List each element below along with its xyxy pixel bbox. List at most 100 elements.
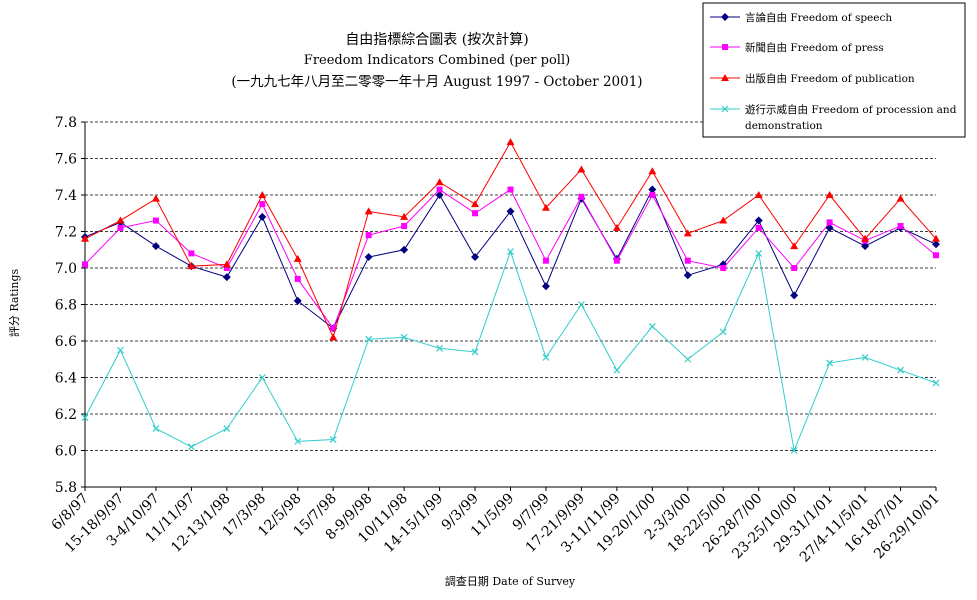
- y-tick-label: 6.4: [55, 371, 77, 387]
- data-point-speech: [364, 253, 373, 262]
- data-point-procession: [684, 355, 692, 363]
- data-point-publication: [81, 234, 89, 242]
- series-publication: [81, 138, 940, 341]
- data-point-publication: [222, 260, 231, 268]
- data-point-procession: [152, 425, 160, 433]
- data-point-speech: [754, 216, 763, 225]
- data-point-procession: [400, 333, 408, 341]
- data-point-press: [791, 265, 798, 271]
- y-tick-label: 7.0: [55, 261, 77, 277]
- y-tick-label: 7.2: [55, 225, 77, 241]
- data-point-publication: [577, 165, 586, 173]
- data-point-speech: [471, 253, 480, 262]
- data-point-speech: [151, 242, 160, 251]
- data-point-press: [649, 192, 656, 198]
- data-point-procession: [436, 344, 444, 352]
- data-point-publication: [506, 138, 515, 146]
- data-point-procession: [294, 437, 302, 445]
- data-point-publication: [364, 207, 373, 215]
- data-point-procession: [542, 354, 550, 361]
- data-point-speech: [790, 291, 799, 300]
- data-point-procession: [223, 425, 231, 433]
- data-point-publication: [293, 254, 302, 262]
- x-axis-ticks: 6/8/9715-18/9/973-4/10/9711/11/9712-13/1…: [49, 487, 943, 566]
- data-point-speech: [932, 240, 940, 249]
- data-point-speech: [825, 223, 834, 232]
- series-layer: [81, 138, 940, 454]
- data-point-publication: [258, 191, 267, 198]
- data-point-publication: [790, 242, 799, 250]
- data-point-procession: [117, 346, 124, 354]
- data-point-publication: [754, 191, 763, 198]
- data-point-speech: [541, 282, 550, 291]
- data-point-press: [542, 257, 549, 264]
- data-point-speech: [861, 242, 870, 251]
- data-point-press: [152, 217, 159, 224]
- data-point-procession: [187, 443, 195, 451]
- data-point-publication: [825, 191, 834, 198]
- data-point-procession: [365, 335, 373, 343]
- data-point-procession: [755, 249, 763, 257]
- series-line-publication: [84, 141, 937, 339]
- data-point-speech: [258, 212, 267, 221]
- data-point-publication: [719, 216, 728, 224]
- data-point-publication: [329, 333, 338, 341]
- y-tick-label: 6.2: [55, 407, 77, 423]
- data-point-speech: [435, 191, 444, 199]
- series-procession: [81, 248, 940, 454]
- legend-swatch-marker: [721, 13, 729, 21]
- data-point-press: [436, 186, 443, 193]
- data-point-press: [826, 219, 833, 226]
- x-axis-title: 調查日期 Date of Survey: [445, 574, 576, 588]
- data-point-procession: [329, 436, 337, 443]
- series-press: [82, 186, 939, 332]
- data-point-speech: [400, 245, 409, 254]
- data-point-publication: [187, 262, 196, 270]
- data-point-press: [401, 223, 408, 230]
- data-point-publication: [400, 212, 409, 220]
- legend: 言論自由 Freedom of speech 新聞自由 Freedom of pr…: [702, 2, 966, 138]
- y-tick-label: 7.6: [55, 152, 77, 168]
- data-point-publication: [648, 167, 657, 175]
- data-point-speech: [683, 271, 692, 280]
- data-point-procession: [861, 354, 869, 361]
- y-axis-ticks: 5.8 6.0 6.2 6.4 6.6 6.8 7.0 7.2 7.4 7.6 7.8: [55, 115, 85, 496]
- legend-entry-publication: 出版自由 Freedom of publication: [745, 72, 915, 85]
- data-point-press: [933, 252, 939, 259]
- data-point-publication: [541, 203, 550, 211]
- data-point-publication: [896, 194, 905, 202]
- legend-entry-press: 新聞自由 Freedom of press: [745, 41, 884, 54]
- data-point-speech: [222, 273, 231, 282]
- data-point-press: [613, 257, 620, 264]
- y-tick-label: 6.0: [55, 444, 77, 460]
- data-point-press: [472, 210, 479, 217]
- data-point-publication: [612, 223, 621, 231]
- gridlines: [84, 121, 936, 488]
- data-point-press: [117, 224, 124, 231]
- y-tick-label: 7.4: [55, 188, 77, 204]
- y-tick-label: 5.8: [55, 480, 77, 496]
- data-point-publication: [435, 178, 444, 186]
- y-tick-label: 7.8: [55, 115, 77, 131]
- data-point-press: [755, 224, 762, 231]
- data-point-publication: [683, 229, 692, 237]
- data-point-procession: [507, 248, 514, 255]
- data-point-procession: [932, 379, 940, 387]
- y-tick-label: 6.6: [55, 334, 77, 350]
- data-point-press: [330, 325, 337, 332]
- data-point-press: [578, 193, 585, 200]
- data-point-procession: [897, 366, 904, 374]
- chart-title: 自由指標綜合圖表 (按次計算): [345, 32, 528, 48]
- data-point-press: [188, 250, 195, 257]
- data-point-publication: [932, 234, 940, 242]
- series-speech: [81, 185, 940, 333]
- y-tick-label: 6.8: [55, 298, 77, 314]
- data-point-publication: [861, 234, 870, 242]
- legend-entry-procession: 遊行示威自由 Freedom of procession and demonstr…: [745, 103, 957, 132]
- data-point-press: [507, 186, 514, 193]
- data-point-press: [897, 223, 904, 230]
- data-point-publication: [151, 194, 160, 202]
- data-point-procession: [719, 328, 727, 336]
- data-point-procession: [613, 366, 621, 374]
